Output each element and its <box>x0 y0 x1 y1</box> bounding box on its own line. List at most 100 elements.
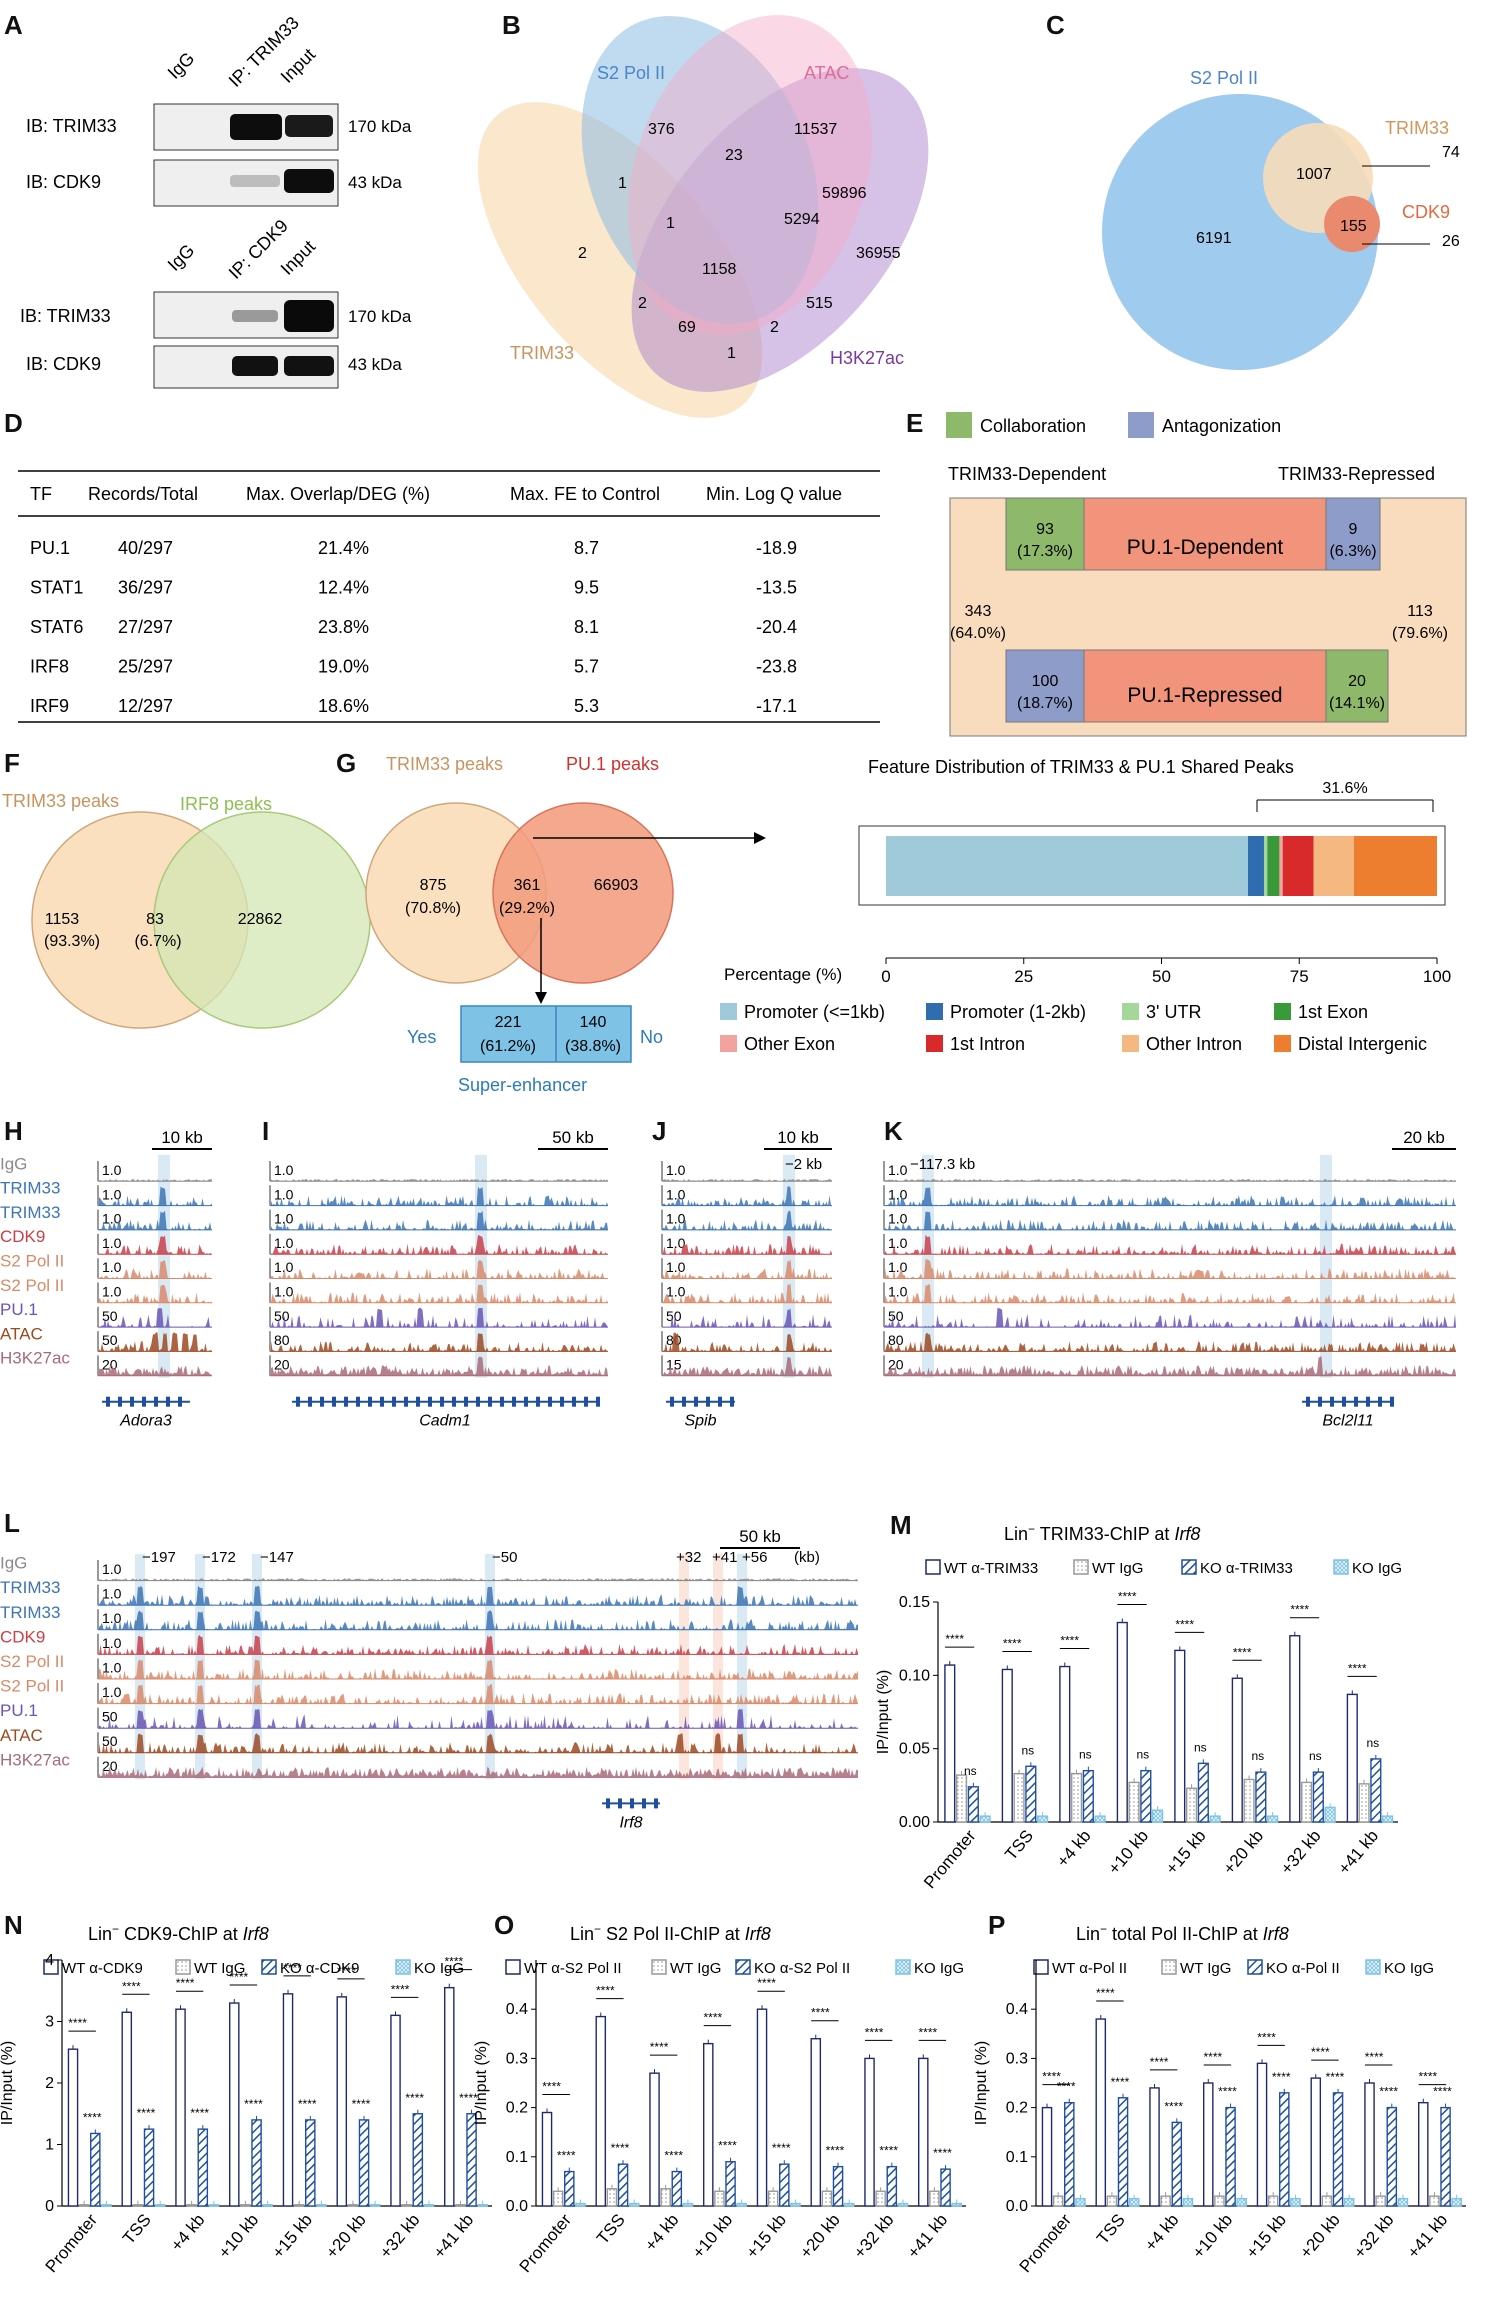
track-ymax: 20 <box>888 1356 904 1372</box>
bar-wt-igg <box>240 2204 251 2207</box>
cell-antagonization <box>1005 649 1085 723</box>
band <box>232 310 278 322</box>
bar-wt <box>1202 2082 1214 2207</box>
gene-exon <box>730 1396 734 1407</box>
legend-swatch <box>1333 1559 1349 1575</box>
legend-swatch <box>1274 1003 1291 1020</box>
gene-exon <box>572 1396 576 1407</box>
bar-wt <box>1001 1668 1013 1823</box>
signal-trace <box>271 1333 608 1352</box>
table-header: TF Records/Total Max. Overlap/DEG (%) Ma… <box>30 484 842 504</box>
table-header-cell: TF <box>30 484 52 504</box>
track-ymax: 1.0 <box>102 1284 122 1300</box>
track-ymax: 1.0 <box>274 1284 294 1300</box>
x-tick-label: +41 kb <box>1334 1826 1382 1878</box>
cell-percent: (6.3%) <box>1329 543 1376 560</box>
row-label: PU.1-Dependent <box>1127 536 1284 559</box>
signal-trace <box>885 1179 1456 1182</box>
track-ymax: 1.0 <box>274 1162 294 1178</box>
bar-ko <box>1064 2101 1075 2207</box>
venn-counts: 376 11537 23 1 59896 1 5294 2 36955 1158… <box>578 121 901 362</box>
x-tick-label: +32 kb <box>850 2210 898 2262</box>
significance-label: **** <box>1060 1634 1079 1648</box>
bar-wt-igg <box>767 2190 779 2207</box>
blot2-row1-label: IB: TRIM33 <box>20 306 111 326</box>
legend-swatch <box>1365 1959 1381 1975</box>
track-label-trim33-1: TRIM33 <box>0 1179 60 1198</box>
bar-ko <box>1370 1758 1382 1823</box>
x-tick-label: 50 <box>1152 967 1171 986</box>
bar-wt-igg <box>1321 2195 1333 2207</box>
bar-ko <box>1197 1762 1209 1823</box>
significance-label: **** <box>945 1632 964 1646</box>
significance-label: **** <box>1257 2030 1276 2044</box>
signal-trace <box>663 1332 832 1352</box>
bar-ko <box>466 2113 477 2207</box>
significance-label: **** <box>405 2091 424 2105</box>
y-tick-label: 3 <box>45 2014 54 2031</box>
track-ymax: 1.0 <box>102 1259 122 1275</box>
bar-wt <box>444 1986 455 2207</box>
lane-label-input: Input <box>277 44 319 86</box>
signal-trace <box>271 1210 608 1230</box>
cell-collaboration <box>1325 649 1389 723</box>
cell-percent: (17.3%) <box>1017 543 1073 560</box>
marker-label: −2 kb <box>785 1156 822 1173</box>
x-tick-label: TSS <box>593 2210 629 2248</box>
bar-ko <box>1082 1769 1094 1823</box>
track-label-igg: IgG <box>0 1554 27 1573</box>
bar-ko-igg <box>1182 2197 1194 2207</box>
significance-label: **** <box>826 2144 845 2158</box>
se-label: Super-enhancer <box>458 1075 587 1095</box>
x-tick-label: +10 kb <box>1189 2210 1237 2262</box>
bar-ko <box>1171 2121 1183 2207</box>
x-tick-label: +10 kb <box>215 2210 263 2262</box>
venn-count: 6191 <box>1196 230 1232 247</box>
chart-title: Lin− total Pol II-ChIP at Irf8 <box>1076 1922 1289 1944</box>
signal-trace <box>885 1307 1456 1328</box>
track-ymax: 1.0 <box>666 1284 686 1300</box>
legend-swatch <box>946 412 972 438</box>
table-cell: 21.4% <box>318 538 369 558</box>
bar-ko <box>143 2128 155 2207</box>
bar-ko-igg <box>790 2202 801 2207</box>
table-cell: 23.8% <box>318 617 369 637</box>
signal-trace <box>99 1332 212 1352</box>
legend-swatch <box>735 1959 751 1975</box>
significance-label: **** <box>1003 1636 1022 1650</box>
x-tick-label: +15 kb <box>1242 2210 1290 2262</box>
bar-wt <box>1364 2082 1375 2207</box>
significance-label: **** <box>1365 2050 1384 2064</box>
legend-swatch <box>1128 412 1154 438</box>
bar-segment-5 <box>1279 836 1283 896</box>
significance-label: **** <box>122 1979 141 1993</box>
legend-label: WT α-Pol II <box>1052 1960 1127 1977</box>
bar-chart-n: Lin− CDK9-ChIP at Irf8 WT α-CDK9 WT IgG KO … <box>0 1922 492 2276</box>
gene-name: Irf8 <box>619 1814 642 1831</box>
bar-segment-4 <box>1267 836 1280 896</box>
y-tick-label: 0.0 <box>1006 2198 1028 2215</box>
venn-count: 1153 <box>45 911 80 928</box>
scale-label: 10 kb <box>161 1128 203 1147</box>
gene-exon <box>1306 1396 1310 1407</box>
track-label-pu1: PU.1 <box>0 1701 38 1720</box>
bar-wt <box>336 1996 348 2207</box>
scale-label: 50 kb <box>739 1527 781 1546</box>
tracks-panel-i: 1.0 1.0 1.0 1.0 1.0 1.0 50 80 20 50 kb Cadm1 <box>269 1128 608 1430</box>
blot2-lane-labels: IgG IP: CDK9 Input <box>164 216 319 283</box>
gene-exon <box>654 1798 658 1809</box>
band <box>232 356 278 376</box>
bar-wt <box>810 2038 822 2207</box>
y-tick-label: 0.4 <box>506 2001 528 2018</box>
x-tick-label: +4 kb <box>167 2210 209 2254</box>
legend-swatch <box>651 1959 667 1975</box>
bar-ko <box>1117 2097 1129 2207</box>
x-tick-label: Promoter <box>516 2210 576 2276</box>
y-tick-label: 0.3 <box>506 2050 528 2067</box>
legend-label: Promoter (<=1kb) <box>744 1002 885 1022</box>
highlight-region <box>679 1554 689 1780</box>
bar-ko-igg <box>1290 2197 1301 2207</box>
cell-count: 20 <box>1348 673 1366 690</box>
significance-label: **** <box>596 1984 615 1998</box>
significance-label: **** <box>83 2110 102 2124</box>
